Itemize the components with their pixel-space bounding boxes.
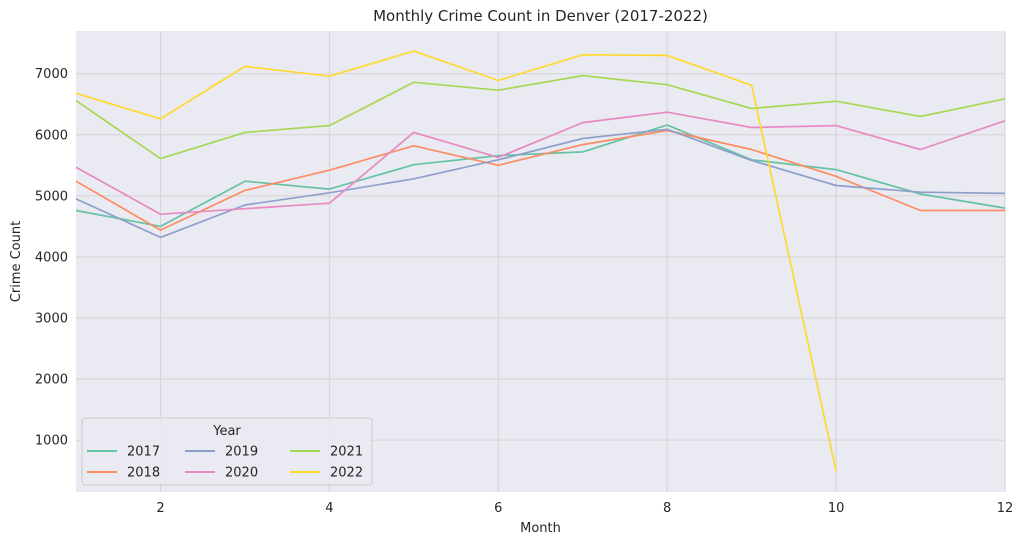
series-line-2021 [75,74,1006,160]
y-tick-label: 1000 [35,434,68,449]
legend: Year 2017 2018 2019 2020 2021 2022 [81,417,373,486]
y-tick-label: 3000 [35,311,68,326]
series-line-2018 [75,129,1005,231]
legend-label-2017: 2017 [127,445,160,460]
plot-area [76,31,1005,492]
gridlines [76,31,1006,492]
legend-label-2020: 2020 [225,466,258,481]
y-tick-label: 7000 [35,67,68,82]
x-tick-label: 10 [828,501,845,516]
x-axis-label: Month [520,521,561,536]
y-axis-label: Crime Count [9,221,24,302]
y-tick-label: 2000 [35,373,68,388]
tick-labels: 2 4 6 8 10 12 1000 2000 3000 4000 5000 6000 7000 [35,67,1013,516]
x-tick-label: 8 [663,501,671,516]
chart-title: Monthly Crime Count in Denver (2017-2022… [373,7,708,25]
series-line-2020 [75,111,1006,216]
legend-label-2021: 2021 [330,445,363,460]
series-line-2017 [75,124,1006,228]
legend-label-2019: 2019 [225,445,258,460]
y-tick-label: 6000 [35,128,68,143]
x-tick-label: 6 [494,501,502,516]
x-tick-label: 2 [156,501,164,516]
series-line-2022 [75,50,837,472]
legend-label-2018: 2018 [127,466,160,481]
y-tick-label: 4000 [35,250,68,265]
legend-box [81,417,373,486]
y-tick-label: 5000 [35,189,68,204]
x-tick-label: 12 [997,501,1014,516]
series-lines [75,50,1006,472]
legend-items: 2017 2018 2019 2020 2021 2022 [87,445,363,481]
x-tick-label: 4 [325,501,333,516]
legend-title: Year [212,424,241,439]
legend-label-2022: 2022 [330,466,363,481]
